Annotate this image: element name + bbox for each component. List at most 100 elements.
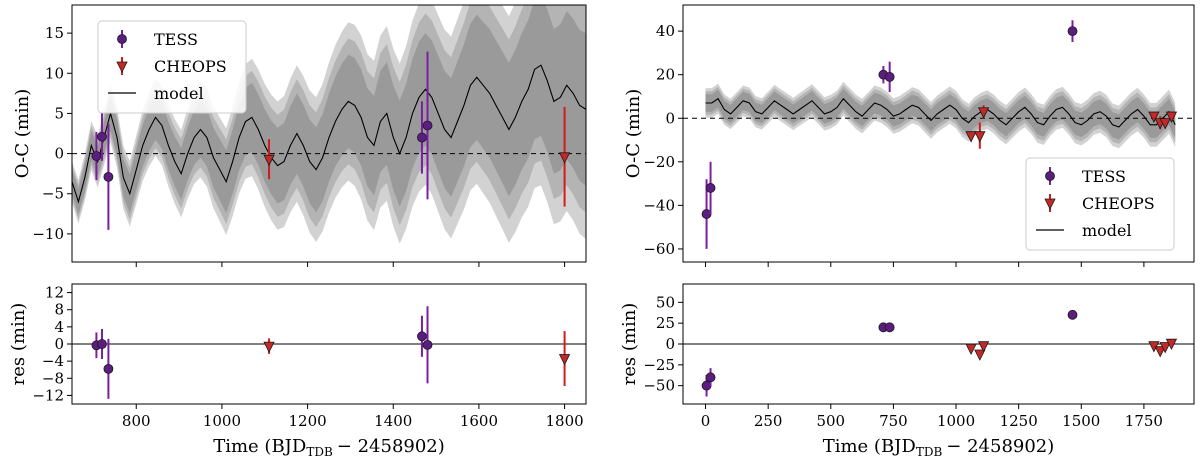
y-tick-label: 8 (54, 301, 64, 319)
legend: TESS CHEOPS model (97, 20, 247, 114)
x-tick-label: 1750 (1125, 412, 1163, 430)
tess-point (705, 183, 716, 193)
y-tick-label: 50 (656, 293, 675, 311)
legend-tess-marker (1045, 171, 1055, 181)
y-axis-label: res (min) (619, 303, 640, 386)
panel-right_top: −60 −40 −20 0 20 40 O-C (min) TESS CHEOPS model (623, 4, 1195, 267)
y-tick-label: −20 (643, 153, 675, 171)
cheops-point (1165, 338, 1178, 351)
x-tick-label: 1000 (937, 412, 975, 430)
legend-label: model (154, 84, 204, 103)
y-tick-label: −10 (32, 225, 64, 243)
axes-frame (682, 4, 1195, 263)
y-tick-label: −25 (643, 356, 675, 374)
tess-point (884, 71, 895, 82)
y-axis-label: O-C (min) (623, 89, 644, 178)
y-tick-label: 5 (54, 104, 64, 122)
model-band-2 (705, 88, 1176, 140)
cheops-point (977, 107, 990, 119)
x-axis-label-main: Time (BJD (213, 436, 306, 457)
legend-cheops-marker (116, 61, 128, 73)
x-axis-label-tail: − 2458902) (337, 436, 445, 457)
x-tick-label: 1250 (1000, 412, 1038, 430)
x-axis-label-sub: TDB (916, 445, 943, 459)
y-tick-label: 10 (45, 64, 64, 82)
x-axis-label-sub: TDB (306, 445, 333, 459)
tess-point (97, 131, 107, 142)
legend-label: model (1082, 221, 1132, 240)
cheops-point (1159, 118, 1171, 130)
y-tick-label: −5 (42, 185, 64, 203)
legend: TESS CHEOPS model (1025, 157, 1175, 251)
y-axis-label: res (min) (8, 303, 29, 386)
tess-point (103, 171, 114, 182)
x-tick-label: 1800 (545, 412, 583, 430)
x-tick-label: 800 (122, 412, 151, 430)
panel-left_top: −10 −5 0 5 10 15 O-C (min) TESS CHEOPS model (12, 4, 587, 267)
y-axis-label: O-C (min) (12, 89, 33, 178)
cheops-point (965, 343, 977, 356)
tess-point (91, 151, 102, 161)
x-tick-label: 1500 (1062, 412, 1100, 430)
x-tick-label: 500 (816, 412, 845, 430)
cheops-point (977, 341, 990, 353)
tess-point (422, 339, 433, 350)
cheops-point (1165, 111, 1178, 123)
cheops-point (974, 349, 986, 361)
x-tick-label: 1600 (460, 412, 498, 430)
x-axis-label: Time (BJDTDB − 2458902) (213, 436, 445, 459)
y-tick-label: 40 (656, 22, 675, 40)
y-tick-label: 12 (45, 284, 64, 302)
legend-tess-marker (117, 34, 127, 44)
plot-area (72, 306, 586, 399)
y-tick-label: 4 (54, 318, 64, 336)
y-tick-label: 15 (45, 24, 64, 42)
y-tick-label: −4 (42, 352, 64, 370)
tess-point (884, 322, 895, 333)
tess-point (417, 331, 427, 342)
y-tick-label: −50 (643, 377, 675, 395)
y-tick-label: −60 (643, 240, 675, 258)
y-tick-label: 0 (54, 145, 64, 163)
x-tick-label: 750 (879, 412, 908, 430)
cheops-point (1159, 342, 1171, 354)
legend-box (1025, 157, 1175, 251)
cheops-point (974, 131, 986, 143)
y-tick-label: 0 (665, 335, 675, 353)
y-tick-label: 0 (54, 335, 64, 353)
x-tick-label: 1000 (203, 412, 241, 430)
axes-frame (71, 4, 587, 263)
cheops-point (1148, 111, 1160, 123)
tess-point (705, 372, 716, 383)
model-line (72, 64, 586, 204)
plot-area (72, 5, 586, 244)
tess-point (97, 339, 107, 349)
cheops-point (263, 341, 275, 354)
x-tick-label: 1400 (374, 412, 412, 430)
cheops-point (558, 354, 571, 366)
tess-point (422, 120, 433, 131)
model-band-2 (72, 5, 586, 215)
legend-label: TESS (154, 30, 198, 49)
plot-area (683, 309, 1194, 397)
y-tick-label: −8 (42, 369, 64, 387)
y-tick-label: −12 (32, 386, 64, 404)
legend-label: TESS (1082, 167, 1126, 186)
plot-area (683, 20, 1194, 249)
legend-box (97, 20, 247, 114)
cheops-point (1154, 346, 1166, 358)
tess-point (417, 132, 427, 143)
x-tick-label: 1200 (288, 412, 326, 430)
x-axis-label-tail: − 2458902) (946, 436, 1054, 457)
cheops-point (263, 154, 275, 167)
legend-cheops-marker (1044, 198, 1056, 210)
x-tick-label: 0 (701, 412, 711, 430)
x-axis-label-main: Time (BJD (823, 436, 916, 457)
y-tick-label: 20 (656, 66, 675, 84)
y-tick-label: −40 (643, 196, 675, 214)
tess-point (1067, 309, 1078, 320)
x-axis-label: Time (BJDTDB − 2458902) (823, 436, 1055, 459)
